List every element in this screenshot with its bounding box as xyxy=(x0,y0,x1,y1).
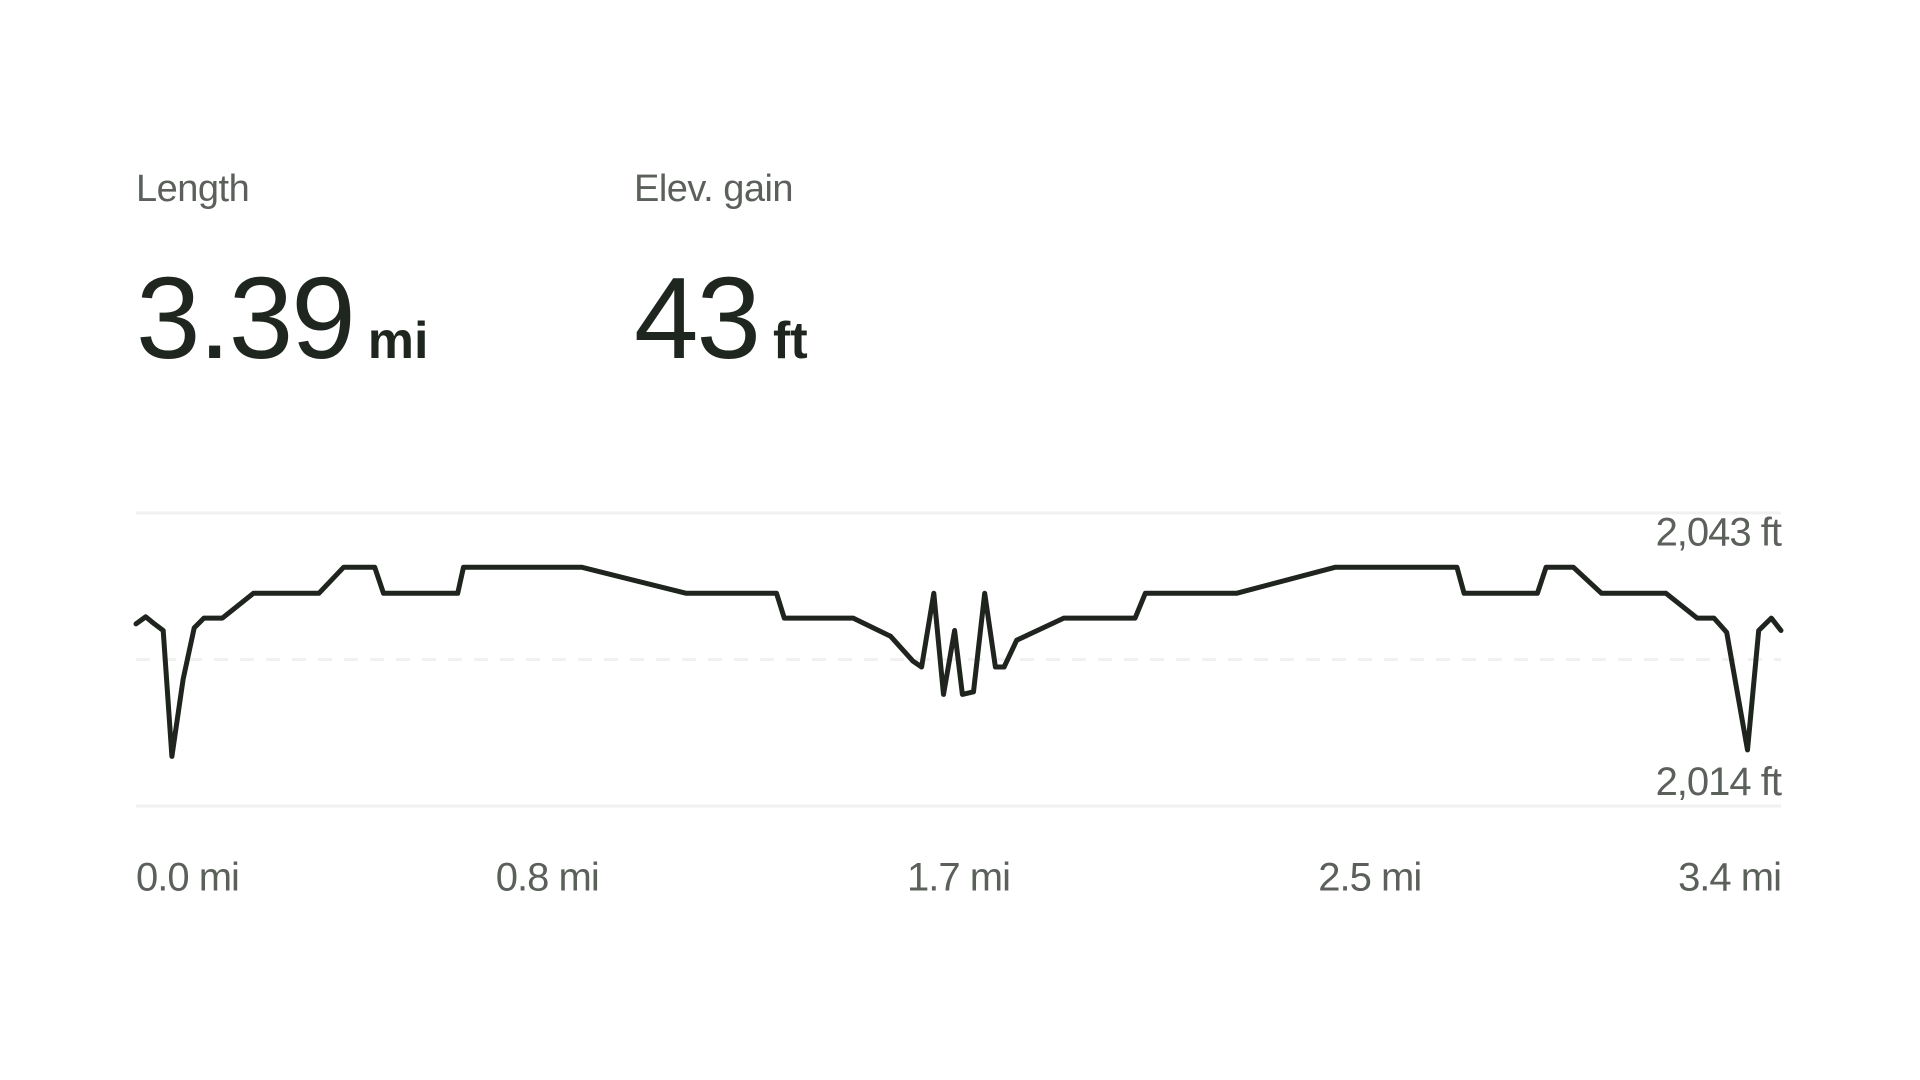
x-tick-label: 0.8 mi xyxy=(496,856,599,900)
stat-value: 43 ft xyxy=(634,251,808,385)
stat-label: Elev. gain xyxy=(634,168,794,210)
elevation-line xyxy=(133,564,1784,759)
x-tick-label: 3.4 mi xyxy=(1678,856,1781,900)
stat-unit: ft xyxy=(773,312,808,370)
x-tick-label: 0.0 mi xyxy=(136,856,239,900)
stat-number: 43 xyxy=(634,253,761,383)
stat-elevation: Elev. gain 43 ft xyxy=(634,168,808,385)
x-tick-label: 2.5 mi xyxy=(1318,856,1421,900)
stat-unit: mi xyxy=(367,312,429,370)
y-tick-label: 2,014 ft xyxy=(1656,760,1782,804)
stat-length: Length 3.39 mi xyxy=(136,168,428,385)
stat-label: Length xyxy=(136,168,250,210)
x-tick-label: 1.7 mi xyxy=(907,856,1010,900)
stat-value: 3.39 mi xyxy=(136,251,428,385)
y-tick-label: 2,043 ft xyxy=(1656,511,1782,555)
stat-number: 3.39 xyxy=(136,253,356,383)
